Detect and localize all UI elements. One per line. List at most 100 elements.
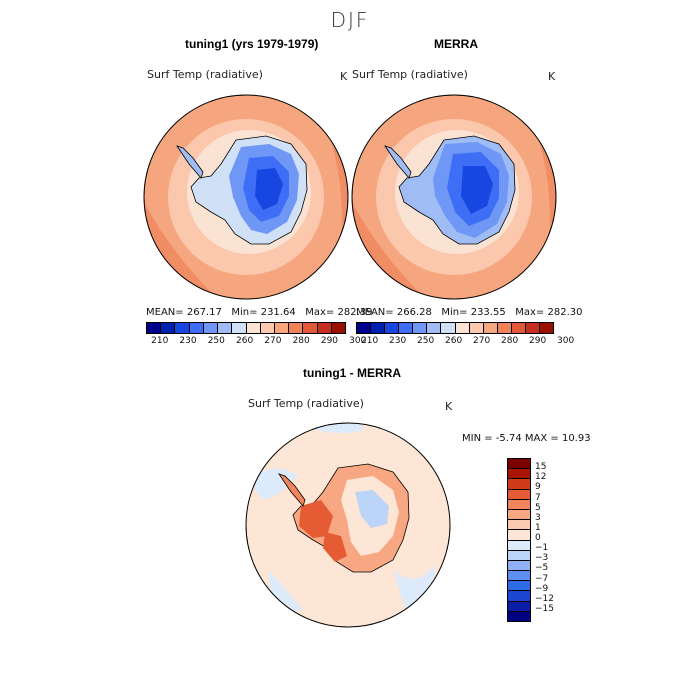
colorbar-swatch [455, 323, 470, 333]
colorbar-tick-label: 280 [292, 336, 310, 346]
colorbar-swatch [508, 571, 530, 582]
colorbar-swatch [189, 323, 204, 333]
model-variable-label: Surf Temp (radiative) [147, 68, 263, 81]
colorbar-swatch [508, 459, 530, 470]
colorbar-swatch [289, 323, 304, 333]
colorbar-tick-label: 300 [557, 336, 575, 346]
colorbar-tick-label: −1 [535, 543, 549, 554]
colorbar-swatch [511, 323, 526, 333]
model-unit-label: K [340, 70, 348, 83]
diff-map [245, 422, 451, 628]
colorbar-swatch [469, 323, 484, 333]
colorbar-swatch [508, 601, 530, 612]
colorbar-swatch [357, 323, 372, 333]
colorbar-tick-label: 270 [473, 336, 491, 346]
colorbar-swatch [540, 323, 554, 333]
obs-mean: 266.28 [396, 307, 432, 318]
colorbar-tick-label: 300 [349, 336, 367, 346]
colorbar-swatch [483, 323, 498, 333]
obs-unit-label: K [548, 70, 556, 83]
colorbar-tick-label: 260 [445, 336, 463, 346]
colorbar-tick-label: 250 [207, 336, 225, 346]
model-min: 231.64 [260, 307, 296, 318]
colorbar-tick-label: 250 [417, 336, 435, 346]
colorbar-swatch [508, 591, 530, 602]
colorbar-swatch [260, 323, 275, 333]
colorbar-tick-label: 5 [535, 502, 541, 513]
diff-colorbar-ticks: 15 12 9 7 5 3 1 0 −1 −3 −5 −7 −9 −12 −15 [535, 458, 575, 622]
colorbar-swatch [371, 323, 386, 333]
colorbar-swatch [441, 323, 456, 333]
colorbar-swatch [147, 323, 162, 333]
colorbar-tick-label: 290 [320, 336, 339, 346]
colorbar-tick-label: 290 [529, 336, 547, 346]
colorbar-tick-label: 3 [535, 512, 541, 523]
colorbar-swatch [508, 530, 530, 541]
obs-colorbar-ticks: 210 230 250 260 270 280 290 300 [356, 336, 574, 348]
colorbar-swatch [508, 479, 530, 490]
colorbar-tick-label: −15 [535, 603, 554, 614]
colorbar-tick-label: 9 [535, 482, 541, 493]
colorbar-tick-label: 0 [535, 533, 541, 543]
diff-unit-label: K [445, 400, 453, 413]
colorbar-tick-label: 270 [264, 336, 282, 346]
colorbar-swatch [508, 520, 530, 531]
colorbar-swatch [385, 323, 400, 333]
model-colorbar-ticks: 210 230 250 260 270 280 290 300 [146, 336, 366, 348]
model-max: 282.39 [337, 307, 373, 318]
colorbar-tick-label: −5 [535, 563, 549, 574]
colorbar-tick-label: 210 [151, 336, 169, 346]
diff-variable-label: Surf Temp (radiative) [248, 397, 364, 410]
obs-max: 282.30 [547, 307, 583, 318]
colorbar-swatch [317, 323, 332, 333]
colorbar-swatch [246, 323, 261, 333]
colorbar-swatch [218, 323, 233, 333]
diff-max: 10.93 [561, 433, 591, 444]
colorbar-tick-label: 210 [361, 336, 379, 346]
colorbar-swatch [175, 323, 190, 333]
diff-min: -5.74 [495, 433, 522, 444]
diff-stats: MIN = -5.74 MAX = 10.93 [462, 433, 591, 444]
colorbar-tick-label: −3 [535, 553, 549, 564]
colorbar-tick-label: 1 [535, 522, 541, 533]
colorbar-swatch [508, 509, 530, 521]
diff-colorbar [507, 458, 531, 622]
colorbar-tick-label: −7 [535, 573, 549, 584]
colorbar-swatch [303, 323, 318, 333]
colorbar-tick-label: 230 [179, 336, 197, 346]
model-panel-title: tuning1 (yrs 1979-1979) [185, 37, 319, 51]
colorbar-tick-label: 12 [535, 472, 547, 483]
model-mean: 267.17 [186, 307, 222, 318]
colorbar-swatch [508, 469, 530, 480]
colorbar-swatch [497, 323, 512, 333]
colorbar-swatch [508, 550, 530, 561]
colorbar-swatch [427, 323, 442, 333]
colorbar-swatch [232, 323, 247, 333]
obs-stats: MEAN= 266.28 Min= 233.55 Max= 282.30 [356, 307, 583, 318]
obs-variable-label: Surf Temp (radiative) [352, 68, 468, 81]
colorbar-swatch [508, 611, 530, 621]
colorbar-swatch [525, 323, 541, 333]
model-stats: MEAN= 267.17 Min= 231.64 Max= 282.39 [146, 307, 373, 318]
colorbar-tick-label: 7 [535, 492, 541, 503]
colorbar-tick-label: 260 [236, 336, 254, 346]
model-map [143, 94, 349, 300]
colorbar-tick-label: 280 [501, 336, 519, 346]
colorbar-swatch [161, 323, 176, 333]
colorbar-swatch [508, 489, 530, 500]
colorbar-tick-label: 15 [535, 462, 547, 473]
colorbar-swatch [331, 323, 346, 333]
colorbar-swatch [399, 323, 414, 333]
colorbar-tick-label: 230 [389, 336, 407, 346]
colorbar-swatch [203, 323, 219, 333]
colorbar-swatch [508, 560, 530, 572]
colorbar-swatch [508, 499, 530, 510]
obs-panel-title: MERRA [434, 37, 478, 51]
colorbar-swatch [413, 323, 428, 333]
obs-map [351, 94, 557, 300]
season-title: DJF [330, 8, 370, 32]
diff-panel-title: tuning1 - MERRA [303, 366, 401, 380]
model-colorbar [146, 322, 346, 334]
colorbar-swatch [508, 581, 530, 592]
colorbar-tick-label: −12 [535, 593, 554, 604]
